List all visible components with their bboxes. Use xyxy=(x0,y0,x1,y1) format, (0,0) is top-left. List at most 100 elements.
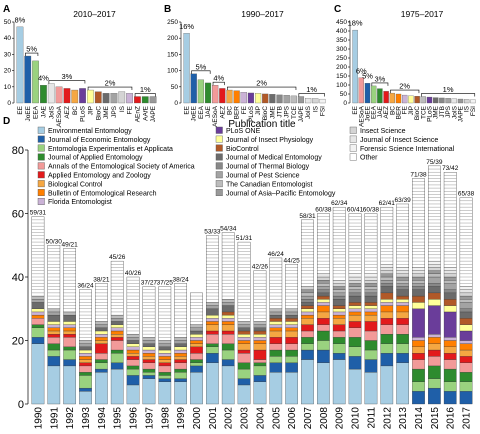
x-tick-label: BioC xyxy=(95,106,102,120)
segment-JME xyxy=(253,327,267,332)
segment-JAPE xyxy=(332,286,346,290)
pct-annotation: 1% xyxy=(140,85,151,94)
segment-AEZ xyxy=(174,359,187,363)
segment-JPS xyxy=(237,324,251,328)
segment-JoEE xyxy=(79,387,92,392)
year-label: 2005 xyxy=(271,407,282,430)
y-tick-label: 50 xyxy=(340,91,348,98)
year-label: 2010 xyxy=(351,407,362,430)
segment-TCE xyxy=(63,311,76,316)
y-tick-label: 10 xyxy=(4,84,12,91)
segment-Other xyxy=(237,241,251,322)
segment-BER xyxy=(412,340,425,347)
y-tick-label: 150 xyxy=(167,51,178,58)
pct-annotation: 4% xyxy=(213,74,224,83)
legend-label-TCE: The Canadian Entomologist xyxy=(226,181,312,188)
segment-JAE xyxy=(317,330,330,341)
segment-AESoA xyxy=(364,330,378,341)
segment-JoEE xyxy=(63,359,76,367)
segment-BioC xyxy=(237,330,251,335)
segment-JAPE xyxy=(443,276,457,281)
segment-JoEE xyxy=(158,378,172,382)
segment-JoEE xyxy=(396,353,409,363)
segment-EEA xyxy=(174,372,187,379)
segment-AEZ xyxy=(158,362,172,367)
year-label: 2013 xyxy=(398,407,409,430)
bar-count-label: 38/21 xyxy=(93,276,110,283)
segment-JIP xyxy=(269,321,283,325)
bar-JAE xyxy=(377,88,383,104)
segment-JoIS xyxy=(443,270,457,274)
segment-TCE xyxy=(221,299,235,303)
segment-IS xyxy=(380,270,394,274)
legend-label-JAPE: Journal of Asia–Pacific Entomology xyxy=(226,190,336,197)
segment-FSI xyxy=(428,260,441,265)
x-tick-label: PLoS xyxy=(80,105,87,122)
segment-BER xyxy=(332,314,346,319)
segment-JoEE xyxy=(443,391,457,405)
segment-BioC xyxy=(443,299,457,306)
segment-TCE xyxy=(459,299,473,303)
segment-BER xyxy=(459,343,473,351)
segment-JAE xyxy=(364,340,378,351)
segment-TCE xyxy=(412,280,425,284)
year-label: 2006 xyxy=(287,407,298,430)
panel-letter: D xyxy=(3,116,10,127)
segment-JPS xyxy=(31,299,45,303)
segment-BC xyxy=(348,314,362,322)
legend-label-Other: Other xyxy=(360,155,378,162)
segment-JIP xyxy=(428,299,441,306)
x-tick-label: BC xyxy=(226,106,233,115)
segment-BC xyxy=(317,311,330,319)
segment-AEZ xyxy=(63,333,76,338)
y-tick-label: 20 xyxy=(4,68,12,75)
year-label: 1999 xyxy=(176,407,187,430)
x-tick-label: PLoS xyxy=(427,105,434,122)
segment-FE xyxy=(428,333,441,338)
segment-AESoA xyxy=(269,343,283,351)
segment-FSI xyxy=(348,273,362,278)
segment-EE xyxy=(79,391,92,405)
segment-JoIS xyxy=(428,264,441,268)
x-tick-label: PLoS xyxy=(248,105,255,122)
y-tick-label: 40 xyxy=(12,272,24,284)
segment-AESoA xyxy=(253,359,267,363)
segment-TCE xyxy=(206,302,219,306)
bar-PLoS xyxy=(426,96,433,104)
bar-JIP xyxy=(87,89,94,104)
segment-JoEE xyxy=(110,362,124,370)
segment-BER xyxy=(396,305,409,313)
segment-FE xyxy=(364,308,378,313)
panel-title: 1990–2017 xyxy=(241,9,284,19)
segment-AEZ xyxy=(206,330,219,335)
segment-EE xyxy=(396,362,409,405)
segment-AESoA xyxy=(237,353,251,363)
x-tick-label: JAPE xyxy=(458,105,465,122)
legend-swatch-JoIS xyxy=(349,135,357,143)
segment-JAE xyxy=(31,324,45,328)
segment-JPS xyxy=(332,292,346,297)
segment-JIP xyxy=(301,308,314,313)
segment-BER xyxy=(237,340,251,344)
segment-AESoA xyxy=(428,356,441,367)
bar-TCE xyxy=(290,95,297,104)
legend-swatch-FE xyxy=(37,197,45,205)
segment-JoEE xyxy=(126,375,140,386)
segment-EEA xyxy=(63,349,76,360)
bar-count-label: 42/26 xyxy=(252,264,269,271)
bar-AESoA xyxy=(212,85,219,104)
segment-JME xyxy=(428,286,441,294)
segment-JTB xyxy=(348,292,362,297)
bar-JAPE xyxy=(297,96,305,104)
bar-count-label: 54/34 xyxy=(220,226,237,233)
segment-JoEE xyxy=(253,375,267,382)
y-tick-label: 50 xyxy=(171,84,179,91)
segment-AESoA xyxy=(396,324,409,335)
x-tick-label: JAPE xyxy=(150,105,157,122)
segment-TCE xyxy=(332,289,346,294)
bar-AEZ xyxy=(383,91,389,104)
segment-JAE xyxy=(221,343,235,351)
segment-TCE xyxy=(380,276,394,281)
